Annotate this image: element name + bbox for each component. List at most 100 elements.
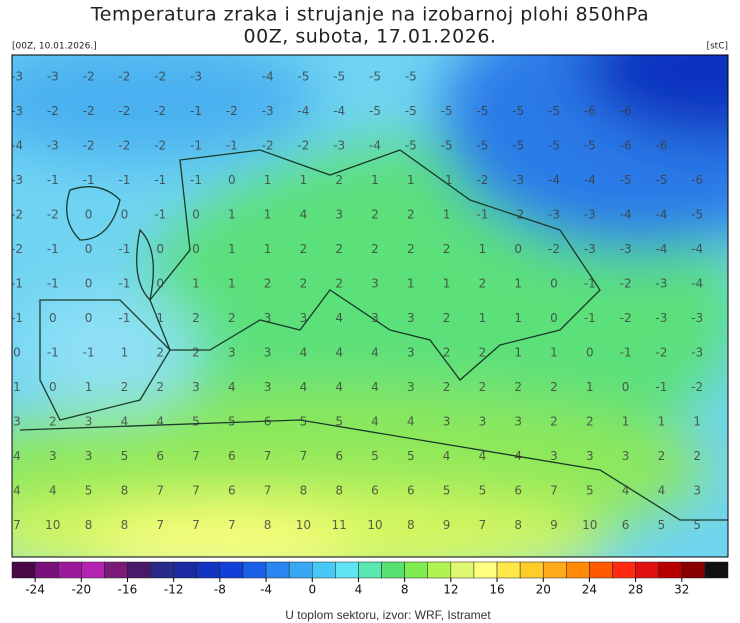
temperature-label: -2	[11, 242, 23, 256]
temperature-label: 4	[371, 346, 379, 360]
temperature-label: -5	[512, 104, 524, 118]
temperature-label: 2	[192, 346, 200, 360]
temperature-label: -2	[118, 139, 130, 153]
temperature-label: -2	[226, 104, 238, 118]
temperature-label: 0	[586, 346, 594, 360]
temperature-label: -3	[190, 70, 202, 84]
temperature-label: 1	[228, 242, 236, 256]
temperature-label: 6	[228, 449, 236, 463]
colorbar-tick-label: -8	[214, 583, 226, 597]
temperature-label: 5	[300, 415, 308, 429]
colorbar-tick-label: 32	[674, 583, 689, 597]
temperature-label: 1	[693, 415, 701, 429]
temperature-label: 1	[479, 311, 487, 325]
temperature-label: -2	[83, 104, 95, 118]
temperature-label: 4	[335, 311, 343, 325]
colorbar-swatch	[635, 561, 659, 579]
temperature-label: 1	[371, 173, 379, 187]
temperature-label: 1	[300, 173, 308, 187]
temperature-label: 3	[550, 449, 558, 463]
temperature-label: 3	[49, 449, 57, 463]
temperature-label: 3	[407, 346, 415, 360]
temperature-label: 7	[156, 518, 164, 532]
colorbar-swatch	[473, 561, 498, 579]
temperature-label: -2	[620, 311, 632, 325]
temperature-label: 2	[443, 311, 451, 325]
temperature-label: 4	[371, 415, 379, 429]
temperature-label: 3	[407, 380, 415, 394]
temperature-label: 2	[550, 380, 558, 394]
temperature-label: 3	[228, 346, 236, 360]
subtitle: 00Z, subota, 17.01.2026.	[244, 26, 497, 48]
temperature-label: 8	[85, 518, 93, 532]
colorbar-swatch	[566, 561, 590, 579]
temperature-label: -1	[118, 277, 130, 291]
colorbar-tick-label: 0	[308, 583, 316, 597]
temperature-label: -2	[118, 70, 130, 84]
temperature-label: -5	[405, 70, 417, 84]
temperature-label: 9	[550, 518, 558, 532]
temperature-label: -6	[620, 104, 632, 118]
temperature-label: 3	[443, 415, 451, 429]
temperature-label: 0	[622, 380, 630, 394]
temperature-label: 4	[335, 380, 343, 394]
temperature-label: 1	[443, 208, 451, 222]
temperature-label: 0	[121, 208, 129, 222]
temperature-label: 5	[335, 415, 343, 429]
temperature-label: 4	[13, 484, 21, 498]
temperature-label: 6	[156, 449, 164, 463]
colorbar-tick-label: 12	[443, 583, 458, 597]
colorbar-swatch	[381, 561, 405, 579]
temperature-label: 5	[192, 415, 200, 429]
temperature-label: -3	[262, 104, 274, 118]
temperature-label: 8	[335, 484, 343, 498]
temperature-label: -1	[118, 242, 130, 256]
temperature-label: -1	[47, 346, 59, 360]
temperature-label: -1	[47, 242, 59, 256]
temperature-label: -2	[47, 208, 59, 222]
temperature-label: 4	[228, 380, 236, 394]
temperature-label: -6	[691, 173, 703, 187]
temperature-label: 8	[514, 518, 522, 532]
temperature-label: 1	[622, 415, 630, 429]
temperature-label: -1	[11, 311, 23, 325]
temperature-label: 1	[479, 242, 487, 256]
temperature-label: 3	[13, 415, 21, 429]
temperature-label: -3	[512, 173, 524, 187]
temperature-label: 0	[156, 277, 164, 291]
temperature-label: 5	[443, 484, 451, 498]
temperature-label: 0	[85, 311, 93, 325]
temperature-label: -2	[83, 139, 95, 153]
temperature-label: -1	[655, 380, 667, 394]
temperature-label: 2	[407, 208, 415, 222]
map-frame	[11, 54, 729, 558]
temperature-label: -5	[655, 173, 667, 187]
temperature-label: 7	[264, 449, 272, 463]
temperature-label: 4	[443, 449, 451, 463]
colorbar-swatch	[219, 561, 244, 579]
temperature-label: -1	[226, 139, 238, 153]
temperature-label: 8	[264, 518, 272, 532]
temperature-label: 4	[479, 449, 487, 463]
colorbar-swatch	[519, 561, 544, 579]
temperature-label: -4	[548, 173, 560, 187]
temperature-label: -1	[476, 208, 488, 222]
temperature-label: 0	[85, 277, 93, 291]
temperature-label: -3	[655, 277, 667, 291]
temperature-label: -3	[11, 70, 23, 84]
temperature-label: 1	[407, 173, 415, 187]
colorbar-swatch	[589, 561, 613, 579]
temperature-label: -4	[584, 173, 596, 187]
temperature-label: 4	[407, 415, 415, 429]
temperature-label: 6	[514, 484, 522, 498]
temperature-label: -2	[691, 380, 703, 394]
temperature-label: -1	[620, 346, 632, 360]
temperature-label: 3	[371, 277, 379, 291]
temperature-label: 1	[228, 208, 236, 222]
temperature-label: 7	[13, 518, 21, 532]
temperature-label: -2	[297, 139, 309, 153]
temperature-label: 2	[514, 380, 522, 394]
temperature-label: 0	[228, 173, 236, 187]
temperature-label: 3	[85, 415, 93, 429]
temperature-label: 8	[300, 484, 308, 498]
